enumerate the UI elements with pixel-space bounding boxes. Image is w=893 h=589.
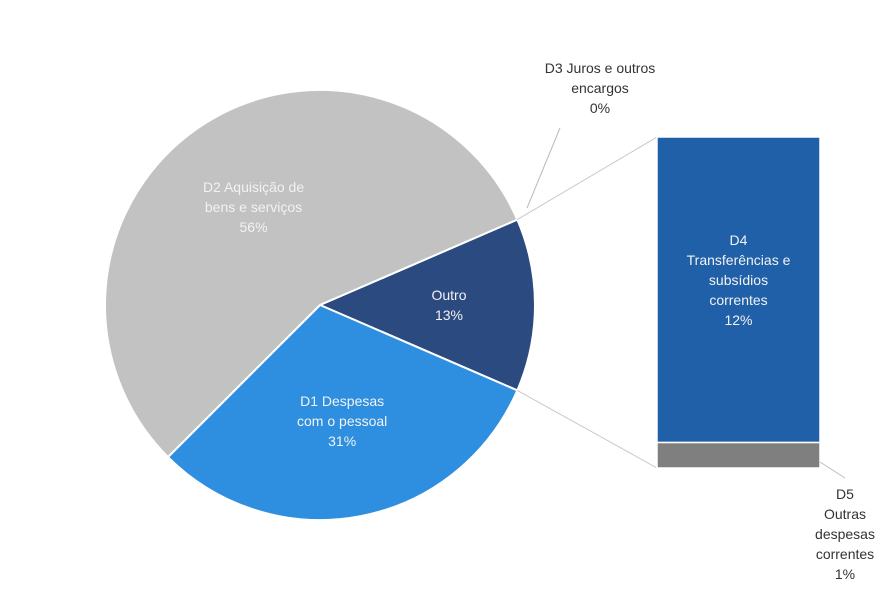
value-label: 31% <box>328 433 357 450</box>
value-label: 56% <box>239 219 268 236</box>
connector <box>517 389 658 469</box>
pie-slice <box>166 303 519 521</box>
value-label: 1% <box>834 566 856 582</box>
leader-line <box>526 127 561 209</box>
slice-label: Outro 13% <box>431 285 466 325</box>
category-label: D3 Juros e outros encargos <box>544 60 656 96</box>
bar-segment <box>656 441 821 469</box>
slice-label: D2 Aquisição de bens e serviços 56% <box>203 177 304 237</box>
bar-label: D5 Outras despesas correntes 1% <box>815 484 875 584</box>
value-label: 12% <box>724 311 753 328</box>
category-label: D5 Outras despesas correntes <box>815 486 875 562</box>
category-label: D4 Transferências e subsídios correntes <box>686 231 791 308</box>
value-label: 0% <box>589 100 611 116</box>
leader-line <box>819 461 846 479</box>
bar-label: D3 Juros e outros encargos 0% <box>545 58 656 118</box>
category-label: D1 Despesas com o pessoal <box>297 393 388 430</box>
connector <box>517 136 658 221</box>
bar-label: D4 Transferências e subsídios correntes 1… <box>687 230 791 330</box>
category-label: D2 Aquisição de bens e serviços <box>202 179 305 216</box>
slice-label: D1 Despesas com o pessoal 31% <box>297 391 387 451</box>
pie-slice <box>317 218 536 392</box>
category-label: Outro <box>431 287 467 303</box>
value-label: 13% <box>434 307 464 323</box>
pie-slice <box>104 89 519 459</box>
